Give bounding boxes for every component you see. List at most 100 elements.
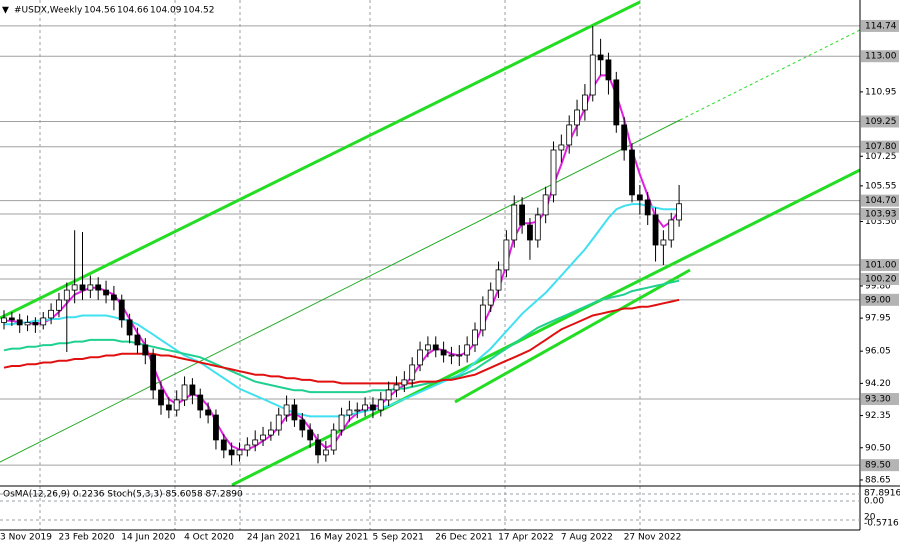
level-box [861, 194, 899, 207]
y-tick-label: 97.95 [865, 314, 891, 324]
moving-average [3, 279, 680, 394]
candle-body [519, 204, 525, 226]
header-value: 104.52 [183, 6, 215, 16]
candle-body [440, 349, 447, 356]
candle-body [299, 419, 306, 431]
x-tick-label: 17 Apr 2022 [498, 533, 554, 543]
x-tick-label: 5 Sep 2021 [373, 533, 424, 543]
y-tick-label: 105.55 [865, 181, 897, 191]
candle-body [597, 54, 604, 61]
candle-body [472, 329, 478, 346]
x-tick-label: 4 Oct 2020 [184, 533, 234, 543]
candle-body [111, 294, 117, 301]
oscillator-label: OsMA(12,26,9) 0.2236 Stoch(5,3,3) 85.605… [3, 490, 243, 500]
candle-body [558, 144, 565, 151]
candle-body [409, 364, 416, 381]
candle-body [527, 224, 533, 241]
y-tick-label: 94.20 [865, 379, 891, 389]
candle-body [534, 214, 541, 241]
candle-body [291, 404, 298, 421]
candle-body [236, 449, 243, 456]
level-label: 103.93 [865, 210, 897, 220]
candle-body [173, 399, 180, 411]
candle-body [103, 289, 109, 296]
candle-body [267, 429, 274, 436]
level-box [861, 459, 899, 472]
level-label: 114.74 [865, 21, 897, 31]
candle-body [385, 389, 392, 401]
y-tick-label: 110.95 [865, 87, 897, 97]
candle-body [16, 319, 23, 326]
menu-arrow[interactable]: ▼ [2, 6, 9, 16]
header-value: 104.56 [84, 6, 116, 16]
candle-body [668, 219, 675, 241]
candle-body [126, 319, 133, 336]
candle-body [503, 239, 510, 271]
level-box [861, 208, 899, 221]
level-label: 113.00 [865, 52, 897, 62]
candle-body [322, 449, 329, 456]
oscillator-axis-label: 0.00 [864, 497, 884, 507]
candle-body [652, 214, 659, 246]
level-box [861, 19, 899, 32]
candle-body [283, 404, 290, 416]
candle-body [401, 379, 408, 386]
candle-body [150, 354, 157, 391]
x-tick-label: 26 Dec 2021 [435, 533, 493, 543]
level-label: 107.80 [865, 142, 897, 152]
candle-body [582, 94, 588, 111]
header-value: 104.66 [117, 6, 149, 16]
candle-body [213, 414, 219, 441]
oscillator-axis-label: -0.5716 [864, 519, 899, 529]
level-box [861, 50, 899, 63]
candle-body [330, 429, 337, 451]
y-tick-label: 103.50 [865, 217, 897, 227]
candle-body [456, 354, 463, 357]
candle-body [621, 124, 628, 151]
candle-body [629, 149, 635, 196]
candle-body [370, 404, 376, 411]
candle-body [487, 289, 494, 306]
candle-body [574, 109, 580, 126]
moving-average [3, 298, 680, 385]
level-label: 109.25 [865, 117, 897, 127]
candle-body [542, 194, 549, 216]
candle-body [260, 434, 266, 441]
y-tick-label: 88.65 [865, 475, 891, 485]
candle-body [479, 304, 486, 331]
chart-title: #USDX,Weekly [14, 6, 83, 16]
candle-body [48, 309, 54, 319]
candle-body [417, 349, 423, 366]
candle-body [32, 322, 39, 326]
candle-body [228, 449, 235, 456]
candle-body [205, 409, 212, 416]
plot [1, 25, 682, 466]
x-tick-label: 16 May 2021 [310, 533, 369, 543]
level-label: 93.30 [865, 395, 891, 405]
level-label: 100.20 [865, 274, 897, 284]
candle-body [1, 317, 7, 323]
candle-body [511, 204, 518, 241]
y-tick-label: 92.35 [865, 411, 891, 421]
candle-body [307, 429, 314, 441]
candle-body [589, 54, 596, 96]
y-tick-label: 90.50 [865, 443, 891, 453]
oscillator-axis-label: 87.8916 [864, 489, 900, 499]
candle-body [95, 284, 102, 291]
candle-body [346, 409, 353, 416]
levels [0, 25, 860, 466]
candle-body [393, 384, 400, 391]
x-tick-label: 14 Jun 2020 [121, 533, 175, 543]
candle-body [464, 344, 471, 356]
header-values: 104.56 104.66 104.09 104.52 [84, 6, 215, 16]
level-label: 101.00 [865, 261, 897, 271]
candle-body [79, 284, 86, 291]
candle-body [197, 394, 204, 411]
level-box [861, 272, 899, 285]
trend-lines [0, 0, 861, 487]
candle-body [71, 284, 78, 291]
oscillator-panel [0, 493, 860, 521]
candle-body [676, 203, 682, 221]
